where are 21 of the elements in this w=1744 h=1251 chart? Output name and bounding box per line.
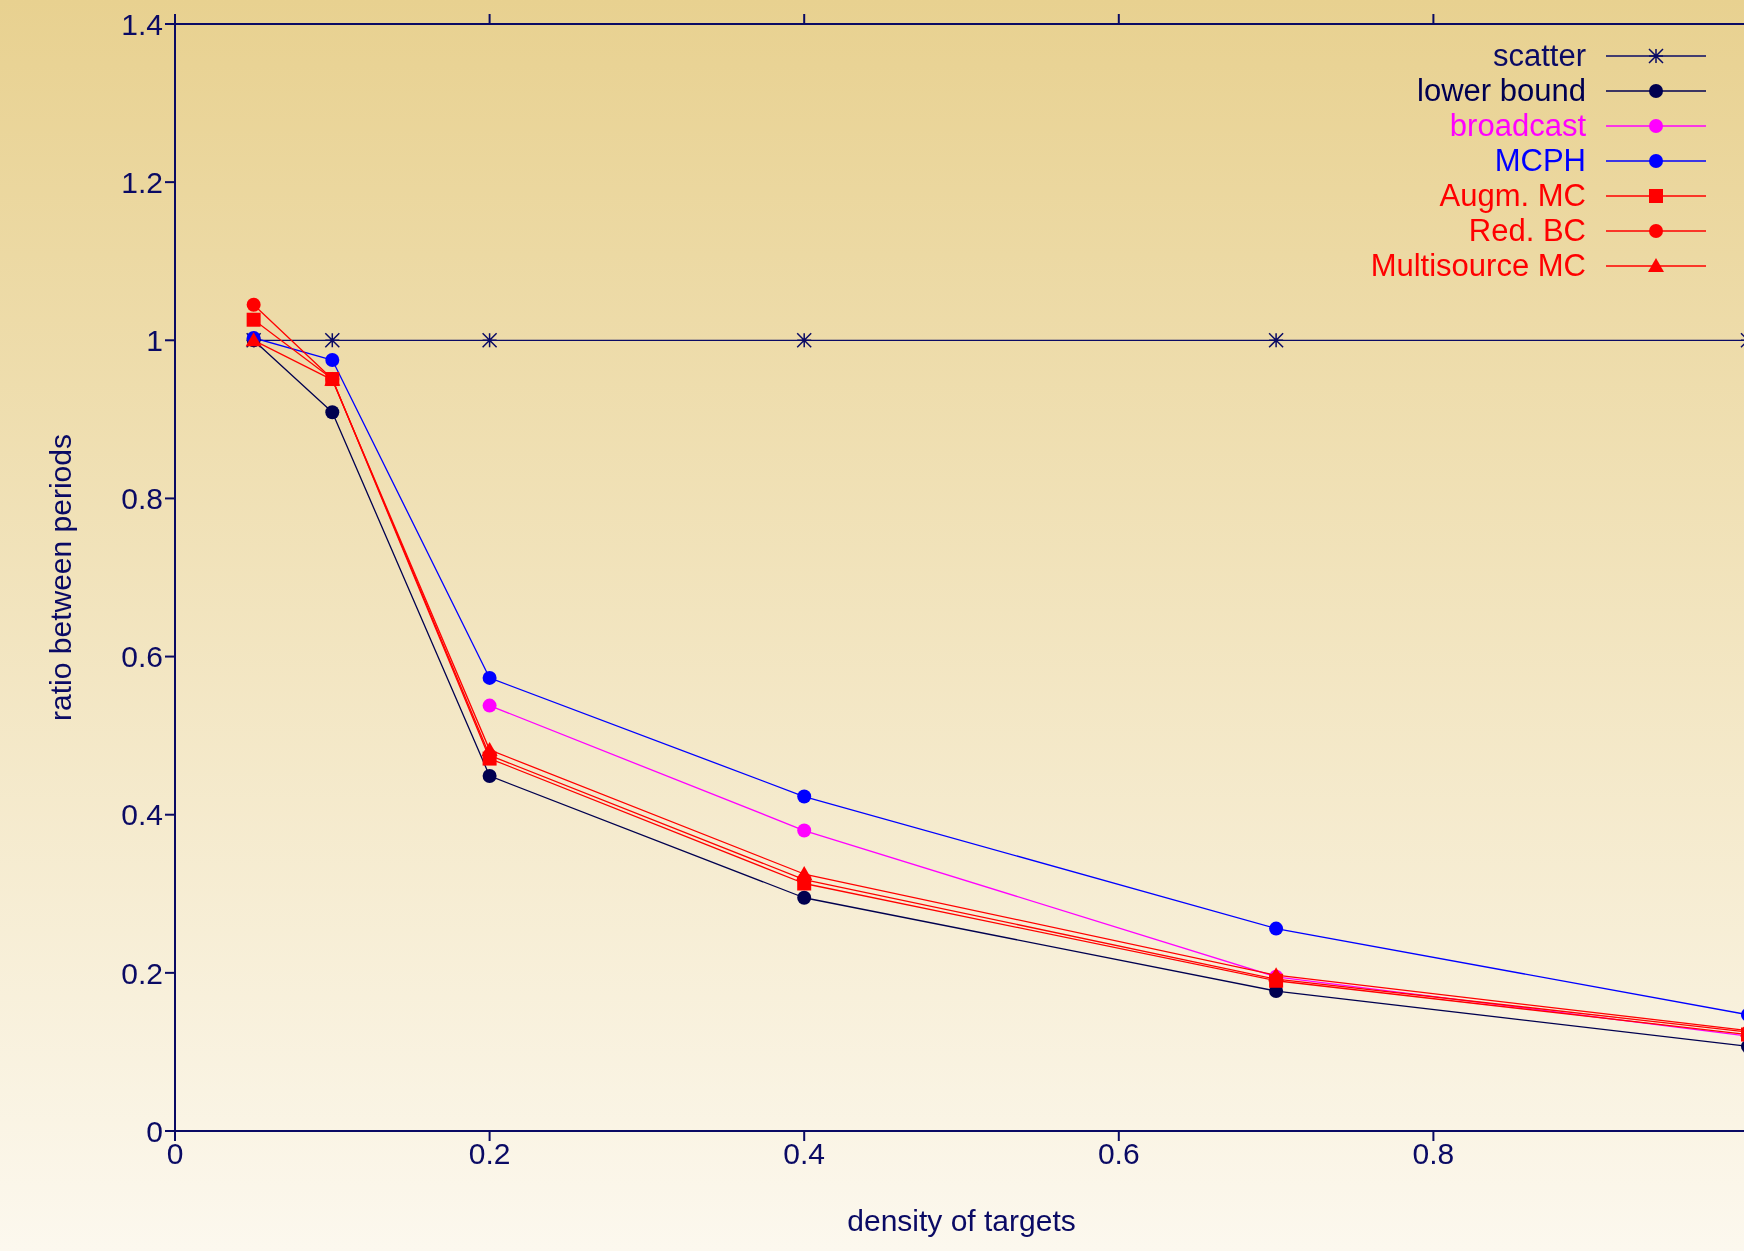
y-tick-label: 0.4 [121,798,163,832]
x-axis-title: density of targets [847,1204,1076,1237]
y-tick-label: 0.2 [121,956,163,990]
legend-label: broadcast [1449,107,1586,144]
y-axis-title: ratio between periods [43,434,77,721]
x-tick-label: 0.6 [1097,1137,1140,1171]
legend-label: Augm. MC [1439,177,1586,214]
legend-label: MCPH [1494,142,1586,179]
legend-label: Multisource MC [1370,247,1586,284]
y-tick-label: 1 [146,323,163,357]
y-tick-label: 1.4 [121,7,163,41]
legend-label: scatter [1492,37,1586,74]
x-tick-label: 0.8 [1412,1137,1455,1171]
y-tick-label: 0.8 [121,482,163,516]
y-tick-label: 0.6 [121,640,163,674]
y-tick-label: 0 [146,1114,163,1148]
y-tick-label: 1.2 [121,165,163,199]
legend-label: Red. BC [1468,212,1586,249]
x-tick-label: 0.4 [783,1137,826,1171]
legend-label: lower bound [1417,72,1586,109]
x-tick-label: 0.2 [468,1137,511,1171]
